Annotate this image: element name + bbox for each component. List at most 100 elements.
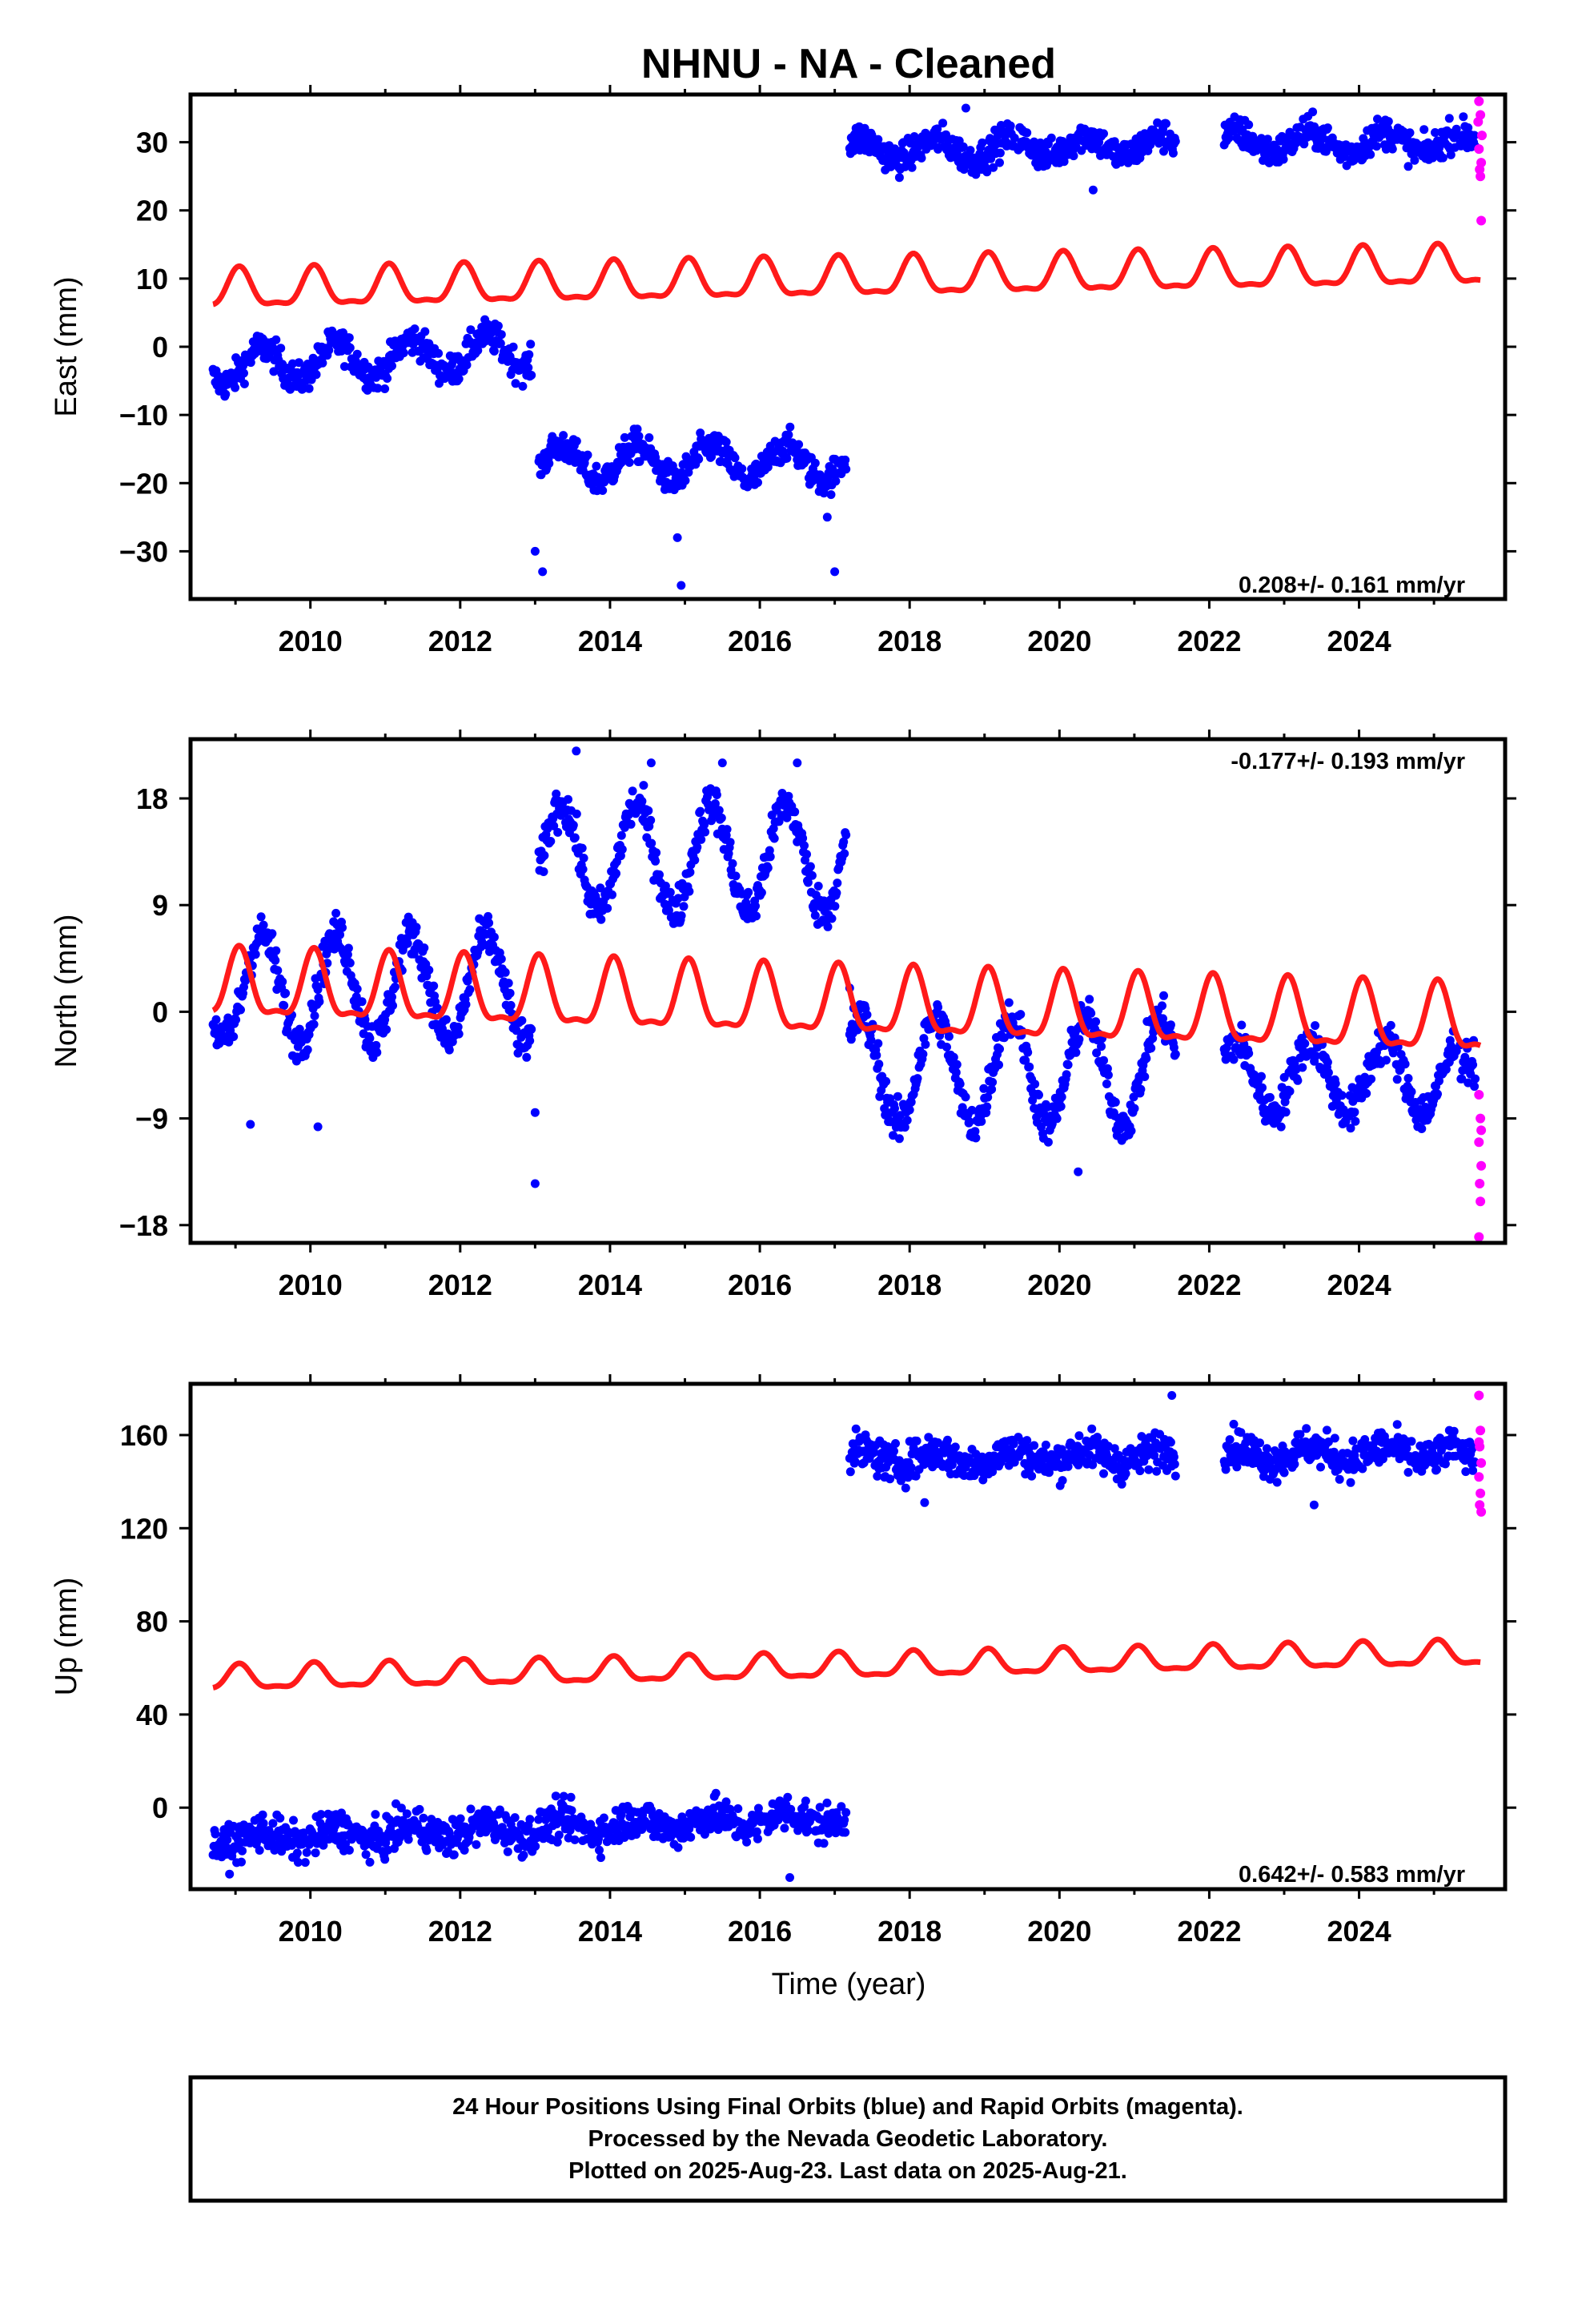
- east-final-point: [1372, 142, 1381, 151]
- up-final-point: [901, 1483, 910, 1493]
- north-final-point: [646, 815, 656, 825]
- up-final-point: [1117, 1479, 1126, 1489]
- north-final-point: [331, 908, 341, 918]
- north-final-point: [564, 794, 572, 804]
- north-final-point: [1140, 1072, 1150, 1081]
- north-final-point: [1471, 1074, 1480, 1084]
- east-final-point: [958, 142, 968, 151]
- up-final-point: [302, 1848, 311, 1857]
- north-final-point: [441, 1015, 451, 1024]
- north-final-point: [271, 946, 281, 955]
- up-rate-label: 0.642+/- 0.583 mm/yr: [1239, 1862, 1465, 1888]
- north-final-point: [484, 911, 493, 921]
- east-final-point: [420, 327, 430, 336]
- north-x-tick-label: 2024: [1327, 1269, 1391, 1301]
- north-final-point: [1392, 1075, 1402, 1084]
- north-final-point: [512, 1026, 521, 1035]
- north-final-point: [1351, 1116, 1360, 1126]
- north-final-point: [357, 997, 367, 1007]
- north-final-point: [382, 1025, 391, 1035]
- north-final-point: [881, 1076, 891, 1086]
- up-final-point: [225, 1869, 235, 1879]
- east-final-point: [785, 422, 795, 432]
- east-final-point: [694, 454, 704, 464]
- north-final-point: [1071, 1047, 1081, 1057]
- up-final-point: [1330, 1433, 1339, 1443]
- up-final-point: [554, 1830, 564, 1839]
- north-final-point: [874, 1059, 884, 1069]
- up-final-point: [1022, 1436, 1032, 1445]
- up-final-point: [841, 1827, 850, 1837]
- north-final-point: [823, 922, 833, 931]
- up-final-point: [673, 1843, 683, 1852]
- north-final-point: [527, 1024, 536, 1034]
- up-final-point: [912, 1436, 921, 1445]
- east-final-point: [753, 478, 762, 487]
- north-final-point: [841, 830, 851, 840]
- north-final-point: [517, 1015, 527, 1025]
- north-final-point: [343, 950, 352, 959]
- up-final-point: [292, 1848, 302, 1858]
- north-final-point: [1229, 1055, 1239, 1064]
- north-final-point: [525, 1036, 535, 1046]
- east-final-point: [822, 513, 832, 522]
- north-final-point: [578, 865, 588, 874]
- north-final-point: [1074, 1167, 1083, 1176]
- north-final-point: [942, 1043, 951, 1051]
- north-final-point: [679, 902, 689, 911]
- north-final-point: [905, 1105, 914, 1115]
- north-final-point: [271, 955, 280, 965]
- up-final-point: [255, 1846, 264, 1855]
- north-final-point: [281, 988, 291, 998]
- east-x-tick-label: 2016: [728, 625, 792, 657]
- north-final-point: [1056, 1102, 1066, 1112]
- east-final-point: [399, 348, 408, 358]
- east-final-point: [995, 158, 1004, 167]
- up-final-point: [415, 1804, 424, 1814]
- east-final-point: [966, 146, 975, 155]
- up-x-tick-label: 2018: [877, 1915, 942, 1948]
- north-final-point: [338, 923, 347, 932]
- east-final-point: [1403, 162, 1413, 171]
- east-final-point: [673, 533, 682, 542]
- up-final-point: [456, 1814, 465, 1823]
- up-final-point: [783, 1792, 793, 1802]
- north-final-point: [278, 977, 287, 987]
- east-final-point: [454, 374, 464, 384]
- east-final-point: [410, 324, 420, 334]
- north-final-point: [1126, 1126, 1136, 1136]
- north-final-point: [765, 852, 775, 862]
- north-final-point: [539, 867, 548, 876]
- north-final-point: [872, 1051, 881, 1060]
- east-final-point: [345, 343, 355, 352]
- north-final-point: [661, 881, 670, 891]
- north-final-point: [1276, 1122, 1286, 1132]
- east-final-point: [933, 124, 942, 134]
- east-final-point: [380, 384, 390, 393]
- east-final-point: [239, 379, 249, 388]
- east-final-point: [763, 462, 773, 472]
- north-final-point: [1417, 1124, 1427, 1133]
- north-final-point: [1331, 1079, 1340, 1088]
- north-final-point: [616, 830, 626, 840]
- north-final-point: [866, 1035, 876, 1045]
- north-final-point: [655, 870, 664, 879]
- up-final-point: [1449, 1426, 1459, 1436]
- figure-title: NHNU - NA - Cleaned: [641, 41, 1056, 87]
- up-final-point: [801, 1796, 810, 1806]
- north-final-point: [744, 887, 753, 897]
- north-final-point: [313, 985, 323, 995]
- east-final-point: [373, 384, 383, 393]
- north-x-tick-label: 2018: [877, 1269, 942, 1301]
- north-rapid-point: [1474, 1232, 1484, 1242]
- north-final-point: [1367, 1074, 1376, 1084]
- east-final-point: [304, 384, 314, 393]
- east-final-point: [841, 464, 851, 474]
- east-final-point: [1006, 121, 1015, 131]
- north-final-point: [752, 911, 761, 921]
- north-final-point: [982, 1102, 992, 1112]
- east-final-point: [493, 321, 503, 331]
- north-final-point: [722, 825, 732, 834]
- up-final-point: [599, 1813, 608, 1823]
- east-final-point: [826, 490, 836, 500]
